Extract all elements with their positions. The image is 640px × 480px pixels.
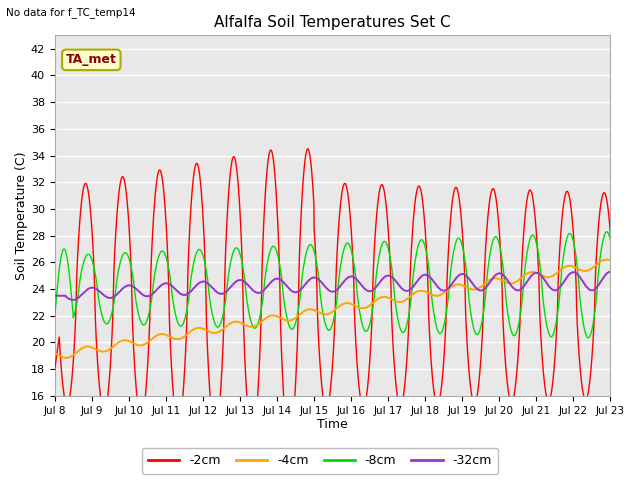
Text: TA_met: TA_met xyxy=(66,53,116,66)
Title: Alfalfa Soil Temperatures Set C: Alfalfa Soil Temperatures Set C xyxy=(214,15,451,30)
Legend: -2cm, -4cm, -8cm, -32cm: -2cm, -4cm, -8cm, -32cm xyxy=(141,448,499,474)
Y-axis label: Soil Temperature (C): Soil Temperature (C) xyxy=(15,151,28,280)
X-axis label: Time: Time xyxy=(317,419,348,432)
Text: No data for f_TC_temp14: No data for f_TC_temp14 xyxy=(6,7,136,18)
